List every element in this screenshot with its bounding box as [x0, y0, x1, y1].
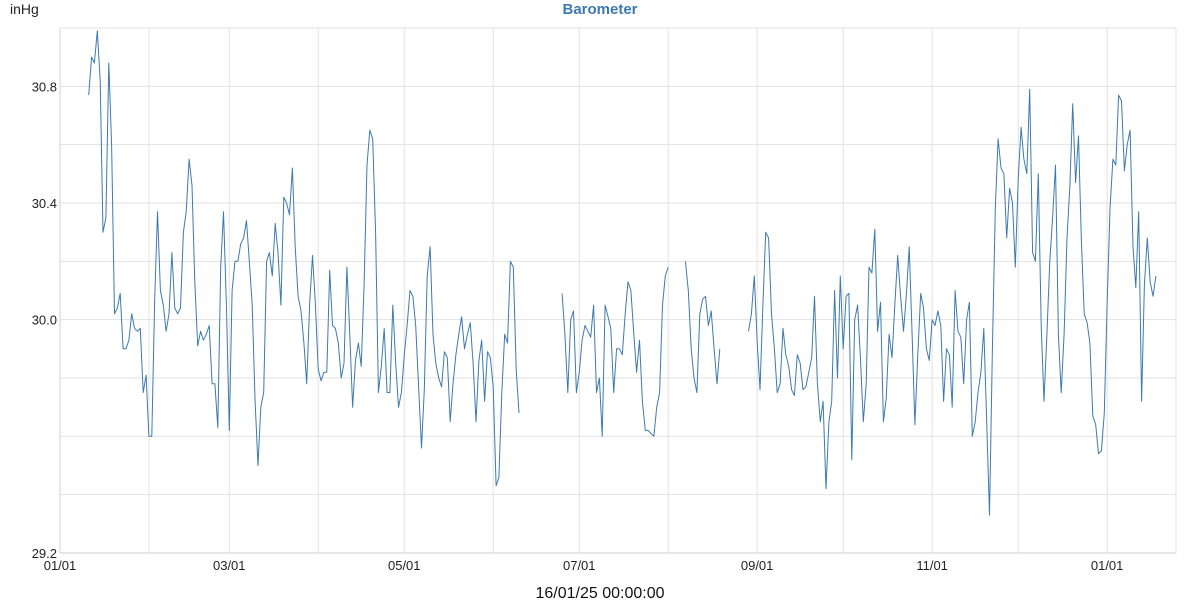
series-line-segment — [561, 267, 669, 437]
series-line-segment — [684, 261, 721, 394]
series-line-segment — [88, 30, 520, 487]
x-axis-label: 16/01/25 00:00:00 — [535, 585, 664, 600]
x-tick-label: 09/01 — [741, 558, 774, 573]
x-tick-labels: 01/01 03/01 05/01 07/01 09/01 11/01 01/01 — [44, 558, 1124, 573]
x-tick-label: 07/01 — [563, 558, 596, 573]
chart-title: Barometer — [562, 1, 637, 18]
x-tick-label: 05/01 — [388, 558, 421, 573]
y-tick-label: 30.4 — [32, 196, 57, 211]
series-line-segment — [748, 88, 1157, 516]
x-tick-label: 03/01 — [213, 558, 246, 573]
y-axis-unit-label: inHg — [10, 1, 39, 17]
x-tick-label: 01/01 — [1091, 558, 1124, 573]
x-tick-label: 01/01 — [44, 558, 77, 573]
y-tick-label: 30.8 — [32, 79, 57, 94]
y-tick-labels: 29.2 30.0 30.4 30.8 — [32, 79, 57, 561]
grid-lines — [59, 27, 1177, 554]
y-tick-label: 29.2 — [32, 546, 57, 561]
series-lines — [88, 30, 1157, 516]
x-tick-label: 11/01 — [916, 558, 948, 573]
y-tick-label: 30.0 — [32, 313, 57, 328]
